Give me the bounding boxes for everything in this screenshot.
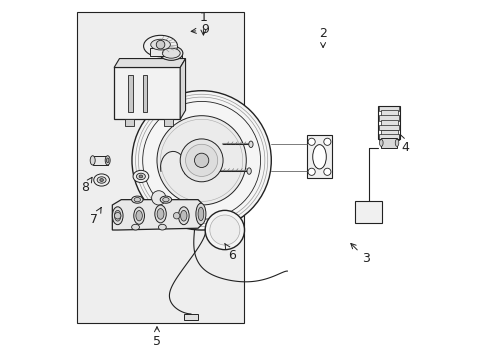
Ellipse shape	[134, 207, 144, 224]
Bar	[77, 12, 244, 323]
Bar	[354, 202, 381, 223]
Bar	[380, 111, 397, 116]
Bar	[142, 75, 147, 112]
Bar	[149, 48, 171, 56]
Ellipse shape	[139, 175, 142, 178]
Bar	[124, 118, 134, 126]
Bar	[378, 106, 399, 139]
Ellipse shape	[178, 207, 189, 225]
Ellipse shape	[90, 156, 95, 165]
Ellipse shape	[160, 196, 171, 203]
Bar	[306, 135, 331, 178]
Ellipse shape	[105, 156, 110, 165]
Circle shape	[185, 144, 217, 176]
Ellipse shape	[246, 168, 251, 174]
Bar	[379, 134, 398, 140]
Text: 8: 8	[81, 177, 92, 194]
Circle shape	[156, 40, 164, 49]
Ellipse shape	[394, 139, 398, 147]
Ellipse shape	[196, 203, 205, 225]
Ellipse shape	[114, 212, 121, 219]
Circle shape	[132, 91, 271, 230]
Ellipse shape	[198, 207, 203, 221]
Ellipse shape	[112, 207, 123, 225]
Ellipse shape	[157, 208, 163, 219]
Ellipse shape	[143, 35, 177, 57]
Circle shape	[194, 153, 208, 167]
Bar	[183, 314, 198, 320]
Text: 3: 3	[350, 243, 369, 265]
Ellipse shape	[155, 205, 166, 223]
Ellipse shape	[158, 224, 166, 230]
Bar	[379, 125, 398, 130]
Bar	[164, 118, 173, 126]
Circle shape	[205, 210, 244, 249]
Text: 6: 6	[224, 243, 235, 261]
Circle shape	[323, 138, 330, 145]
Bar	[381, 138, 396, 148]
Bar	[379, 115, 398, 121]
Ellipse shape	[100, 179, 103, 181]
Circle shape	[157, 116, 246, 205]
Circle shape	[180, 139, 223, 182]
Circle shape	[323, 168, 330, 175]
Bar	[114, 67, 180, 119]
Text: 9: 9	[191, 23, 209, 36]
Circle shape	[151, 191, 165, 205]
Ellipse shape	[131, 224, 139, 230]
Ellipse shape	[248, 141, 253, 148]
Text: 5: 5	[153, 327, 161, 348]
Polygon shape	[112, 200, 201, 230]
Ellipse shape	[97, 177, 106, 183]
Circle shape	[209, 215, 240, 245]
Bar	[128, 75, 132, 112]
Circle shape	[307, 168, 315, 175]
Ellipse shape	[163, 198, 169, 202]
Ellipse shape	[94, 174, 109, 186]
Ellipse shape	[379, 139, 382, 147]
Ellipse shape	[162, 48, 180, 58]
Text: 2: 2	[319, 27, 326, 48]
Circle shape	[307, 138, 315, 145]
Bar	[380, 120, 397, 126]
Bar	[380, 130, 397, 135]
Ellipse shape	[312, 145, 325, 169]
Ellipse shape	[180, 210, 186, 221]
Ellipse shape	[136, 211, 142, 221]
Ellipse shape	[136, 173, 145, 180]
Bar	[379, 106, 398, 111]
Ellipse shape	[133, 170, 148, 183]
Ellipse shape	[131, 196, 143, 203]
Ellipse shape	[150, 39, 170, 50]
Ellipse shape	[134, 198, 140, 202]
Polygon shape	[114, 59, 185, 67]
Polygon shape	[180, 59, 185, 119]
Ellipse shape	[106, 158, 109, 163]
Text: 7: 7	[90, 207, 101, 226]
Bar	[93, 156, 107, 165]
Ellipse shape	[173, 212, 180, 219]
Ellipse shape	[114, 210, 121, 221]
Text: 4: 4	[399, 135, 408, 154]
Ellipse shape	[160, 46, 183, 60]
Text: 1: 1	[199, 11, 207, 35]
